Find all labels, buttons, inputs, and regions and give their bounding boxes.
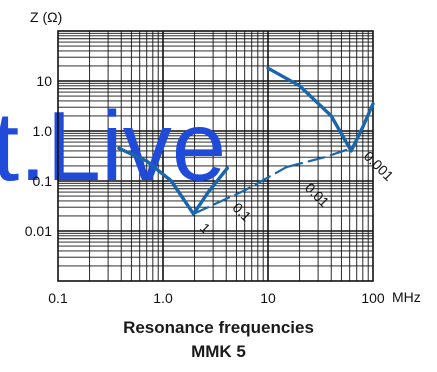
curve-label: 0.01 — [302, 180, 333, 211]
grid-lines — [58, 31, 373, 281]
series-line-c0_1 — [192, 166, 288, 215]
caption-title: Resonance frequencies — [123, 318, 314, 337]
x-tick-label: 100 — [361, 290, 385, 306]
curve-label: 0.1 — [229, 199, 254, 224]
curve-label: 1 — [197, 220, 214, 237]
y-tick-label: 0.1 — [33, 173, 53, 189]
y-tick-label: 10 — [36, 73, 52, 89]
caption-subtitle: MMK 5 — [191, 342, 246, 361]
series-line-c0_001 — [266, 66, 375, 153]
watermark: t.Live — [0, 91, 226, 201]
x-tick-label: 10 — [260, 290, 276, 306]
y-tick-label: 0.01 — [25, 223, 52, 239]
y-tick-label: 1.0 — [33, 123, 53, 139]
y-axis-label: Z (Ω) — [30, 9, 62, 25]
x-tick-label: 1.0 — [153, 290, 173, 306]
tick-label-group: 0.1 1.0 10 100 0.01 0.1 1.0 10 — [25, 73, 385, 306]
series-line-c1 — [117, 146, 229, 216]
x-tick-label: 0.1 — [48, 290, 68, 306]
plot-frame — [57, 30, 374, 282]
series-line-c0_01 — [285, 147, 353, 169]
x-axis-unit: MHz — [392, 289, 421, 305]
